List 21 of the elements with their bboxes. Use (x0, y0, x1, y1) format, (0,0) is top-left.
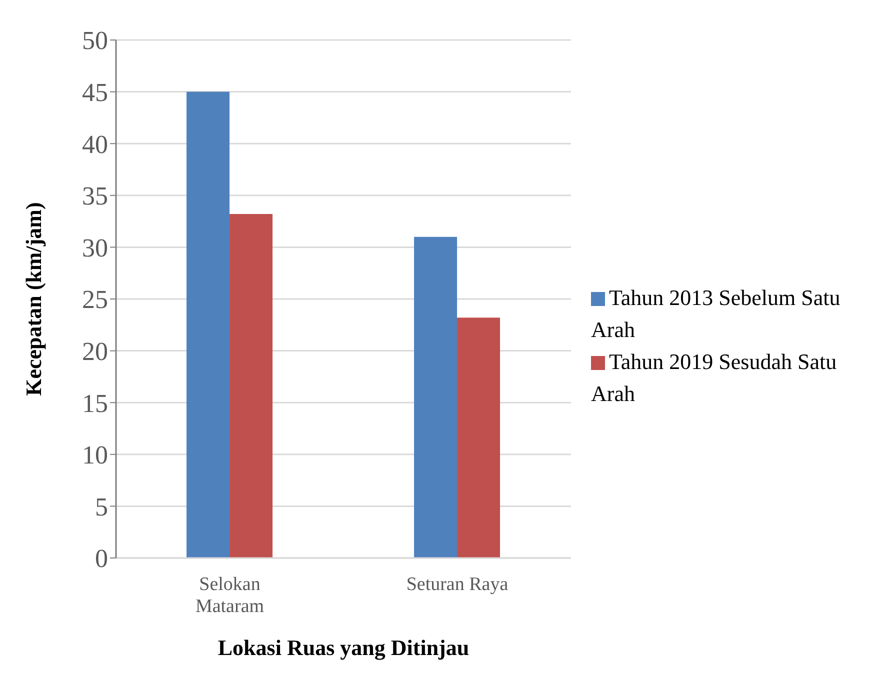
y-tick-label: 0 (95, 544, 108, 574)
y-tick-label: 20 (82, 337, 108, 366)
y-tick-label: 30 (82, 233, 108, 262)
y-tick-label: 10 (82, 440, 108, 470)
x-tick-label: Selokan Mataram (195, 574, 264, 617)
bar (230, 214, 273, 558)
y-tick-label: 35 (82, 182, 108, 211)
y-axis-title: Kecepatan (km/jam) (20, 202, 46, 396)
x-axis-title: Lokasi Ruas yang Ditinjau (218, 635, 470, 660)
y-tick-label: 15 (82, 388, 108, 418)
bar (186, 92, 230, 558)
legend-label: Tahun 2013 Sebelum Satu Arah (591, 284, 840, 342)
legend-label: Tahun 2019 Sesudah Satu Arah (591, 348, 837, 406)
bar (414, 236, 458, 558)
y-tick-label: 45 (82, 78, 108, 108)
y-tick-label: 40 (82, 130, 108, 159)
x-tick-label: Seturan Raya (406, 574, 509, 595)
bar (457, 318, 500, 558)
y-tick-label: 5 (95, 492, 108, 522)
y-tick-label: 50 (82, 26, 108, 56)
y-tick-label: 25 (82, 285, 108, 314)
